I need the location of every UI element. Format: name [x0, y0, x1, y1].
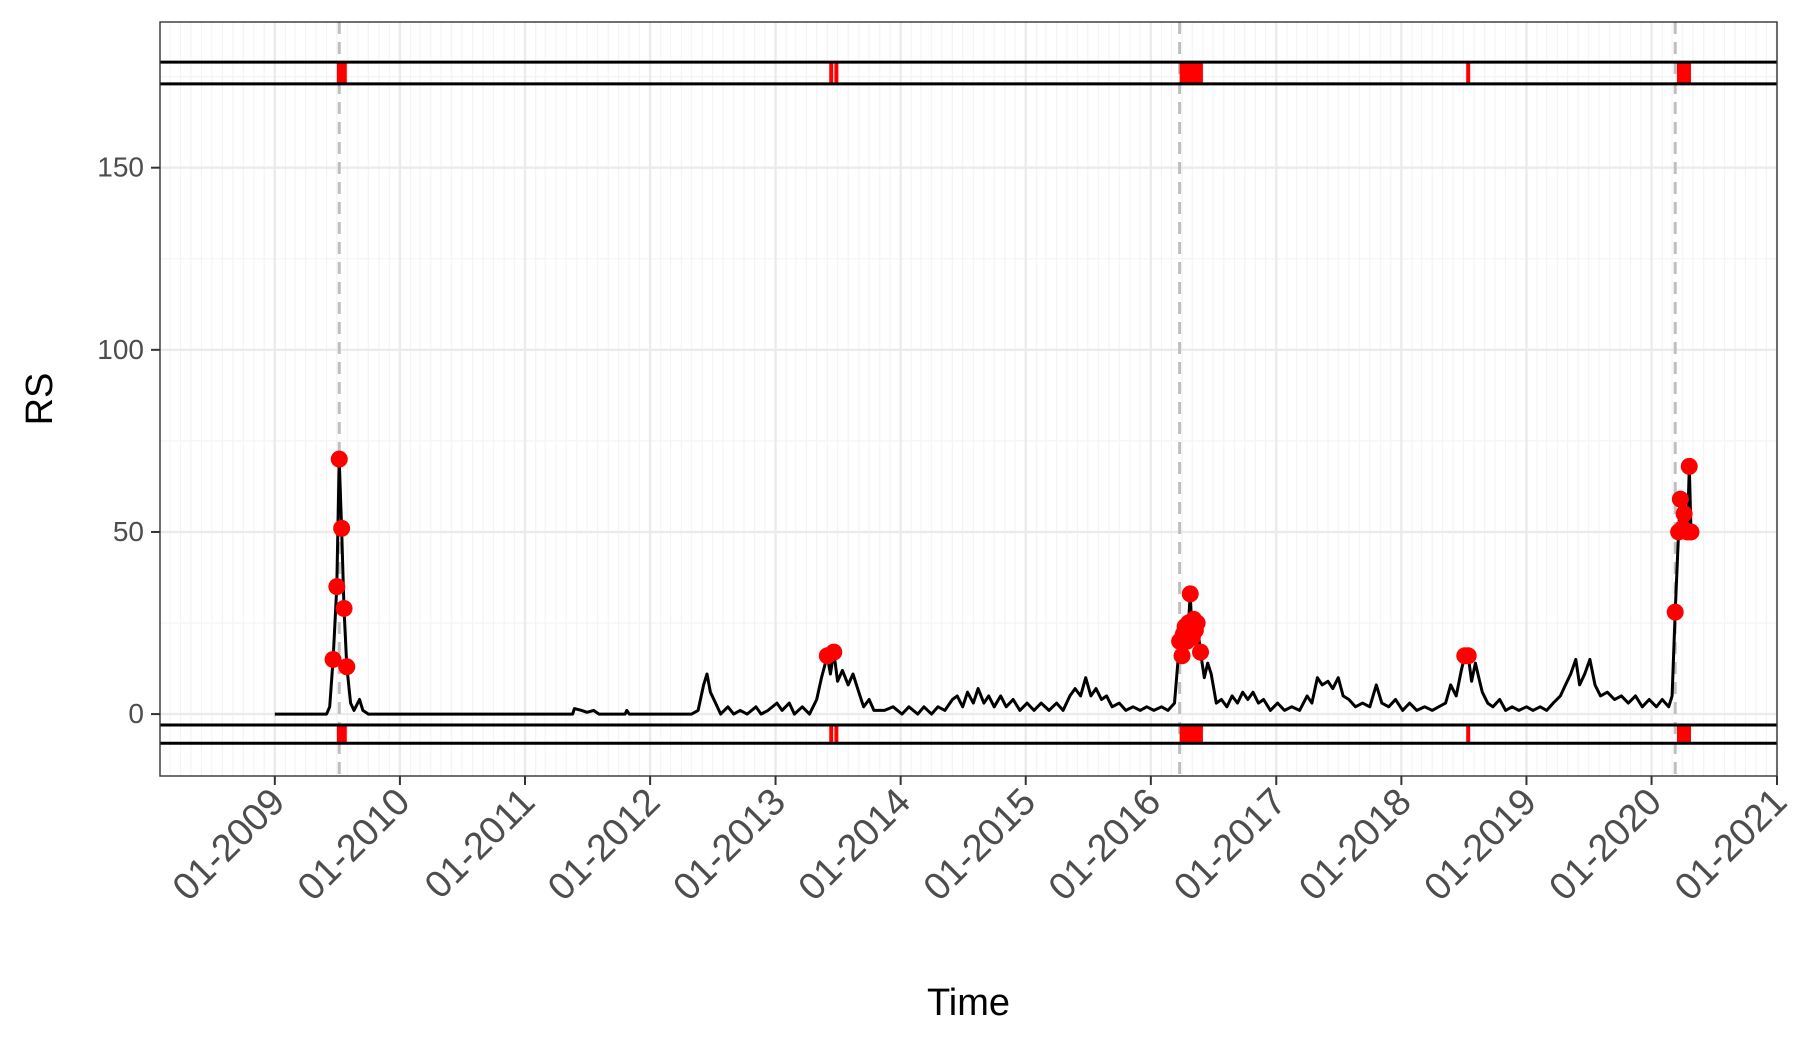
x-tick-label: 01-2010: [290, 781, 418, 909]
x-tick-label: 01-2015: [916, 781, 1044, 909]
highlight-point: [1682, 523, 1700, 541]
highlight-point: [1188, 614, 1206, 632]
major-grid: [160, 22, 1779, 776]
highlight-point: [1459, 647, 1477, 665]
y-tick-label: 100: [97, 334, 144, 365]
rug-bands: [160, 60, 1777, 745]
x-tick-label: 01-2021: [1667, 781, 1795, 909]
highlight-point: [1181, 585, 1199, 603]
minor-grid: [159, 22, 1778, 776]
x-tick-label: 01-2016: [1041, 781, 1169, 909]
y-axis-title: RS: [19, 373, 61, 426]
highlight-point: [1671, 490, 1689, 508]
highlight-point: [328, 578, 346, 596]
rug-mark-top: [834, 62, 839, 84]
highlight-point: [335, 599, 353, 617]
series-layer: [274, 457, 1693, 716]
highlight-point: [1666, 603, 1684, 621]
x-axis: 01-200901-201001-201101-201201-201301-20…: [165, 776, 1795, 909]
rug-mark-bottom: [834, 725, 839, 744]
rug-mark-bottom: [1179, 725, 1203, 744]
x-axis-title: Time: [927, 982, 1010, 1024]
x-tick-label: 01-2014: [791, 781, 919, 909]
rug-mark-top: [829, 62, 834, 84]
highlight-point: [1675, 505, 1693, 523]
y-axis: 0 50 100 150: [97, 152, 160, 729]
highlight-point: [1173, 647, 1191, 665]
panel-border: [159, 21, 1778, 777]
rug-mark-bottom: [1676, 725, 1691, 744]
highlight-point: [333, 519, 351, 537]
x-tick-label: 01-2019: [1417, 781, 1545, 909]
y-tick-label: 150: [97, 152, 144, 183]
series-line: [274, 457, 1693, 716]
x-tick-label: 01-2018: [1291, 781, 1419, 909]
highlight-point: [338, 658, 356, 676]
y-tick-label: 0: [128, 698, 144, 729]
highlight-point: [324, 650, 342, 668]
rug-mark-top: [1676, 62, 1691, 84]
rug-mark-bottom: [1466, 725, 1471, 744]
rug-mark-top: [1179, 62, 1203, 84]
highlight-point: [1192, 643, 1210, 661]
x-tick-label: 01-2009: [165, 781, 293, 909]
x-tick-label: 01-2013: [666, 781, 794, 909]
x-tick-label: 01-2017: [1166, 781, 1294, 909]
x-tick-label: 01-2012: [540, 781, 668, 909]
rug-mark-top: [1466, 62, 1471, 84]
y-tick-label: 50: [113, 516, 144, 547]
rug-mark-bottom: [829, 725, 834, 744]
x-tick-label: 01-2011: [417, 781, 543, 907]
highlight-point: [825, 643, 843, 661]
rug-mark-top: [336, 62, 347, 84]
highlight-point: [330, 450, 348, 468]
highlight-points: [324, 450, 1700, 676]
rug-mark-bottom: [336, 725, 347, 744]
highlight-point: [1680, 457, 1698, 475]
x-tick-label: 01-2020: [1542, 781, 1670, 909]
